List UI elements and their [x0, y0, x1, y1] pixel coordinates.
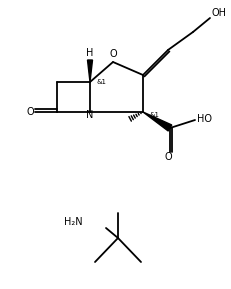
- Text: HO: HO: [196, 114, 211, 124]
- Text: H: H: [86, 48, 93, 58]
- Text: OH: OH: [211, 8, 226, 18]
- Text: &1: &1: [149, 112, 159, 118]
- Polygon shape: [87, 60, 92, 82]
- Text: N: N: [86, 110, 93, 120]
- Text: O: O: [26, 107, 34, 117]
- Polygon shape: [142, 112, 171, 131]
- Text: &1: &1: [97, 79, 106, 85]
- Text: O: O: [109, 49, 116, 59]
- Text: H₂N: H₂N: [64, 217, 83, 227]
- Text: O: O: [164, 152, 171, 162]
